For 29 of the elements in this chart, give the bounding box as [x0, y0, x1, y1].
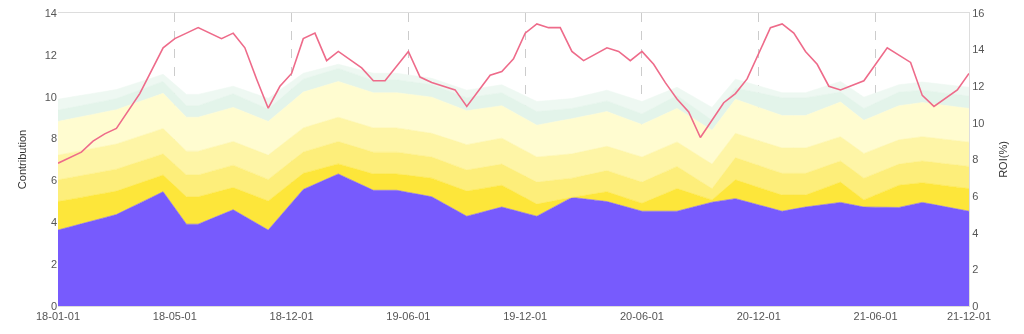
y2-tick-label: 2: [972, 263, 979, 276]
y-tick-label: 6: [50, 174, 57, 187]
y2-tick-label: 4: [972, 226, 979, 239]
y-tick-label: 10: [44, 90, 57, 103]
x-tick-label: 20-12-01: [736, 310, 781, 323]
y-tick-label: 4: [50, 216, 57, 229]
x-tick-label: 19-12-01: [503, 310, 548, 323]
y2-tick-label: 0: [972, 299, 979, 312]
y-tick-label: 12: [44, 48, 57, 61]
y2-tick-label: 14: [972, 43, 985, 56]
y2-tick-label: 10: [972, 116, 985, 129]
y-tick-label: 0: [50, 299, 57, 312]
x-tick-label: 21-06-01: [853, 310, 898, 323]
x-tick-label: 18-12-01: [269, 310, 314, 323]
y-tick-label: 2: [50, 257, 57, 270]
y2-axis-title: ROI(%): [996, 141, 1009, 178]
y2-tick-label: 8: [972, 153, 979, 166]
x-tick-label: 18-01-01: [35, 310, 81, 323]
line-series: [58, 23, 969, 164]
y-tick-label: 8: [50, 132, 57, 145]
y2-tick-label: 12: [972, 80, 985, 93]
y2-tick-label: 16: [972, 6, 985, 19]
x-tick-label: 19-06-01: [386, 310, 431, 323]
x-tick-label: 21-12-01: [946, 310, 992, 323]
x-tick-label: 20-06-01: [619, 310, 664, 323]
y-axis-title: Contribution: [16, 129, 29, 190]
y-tick-label: 14: [44, 6, 57, 19]
y2-tick-label: 6: [972, 189, 979, 202]
x-tick-label: 18-05-01: [152, 310, 197, 323]
